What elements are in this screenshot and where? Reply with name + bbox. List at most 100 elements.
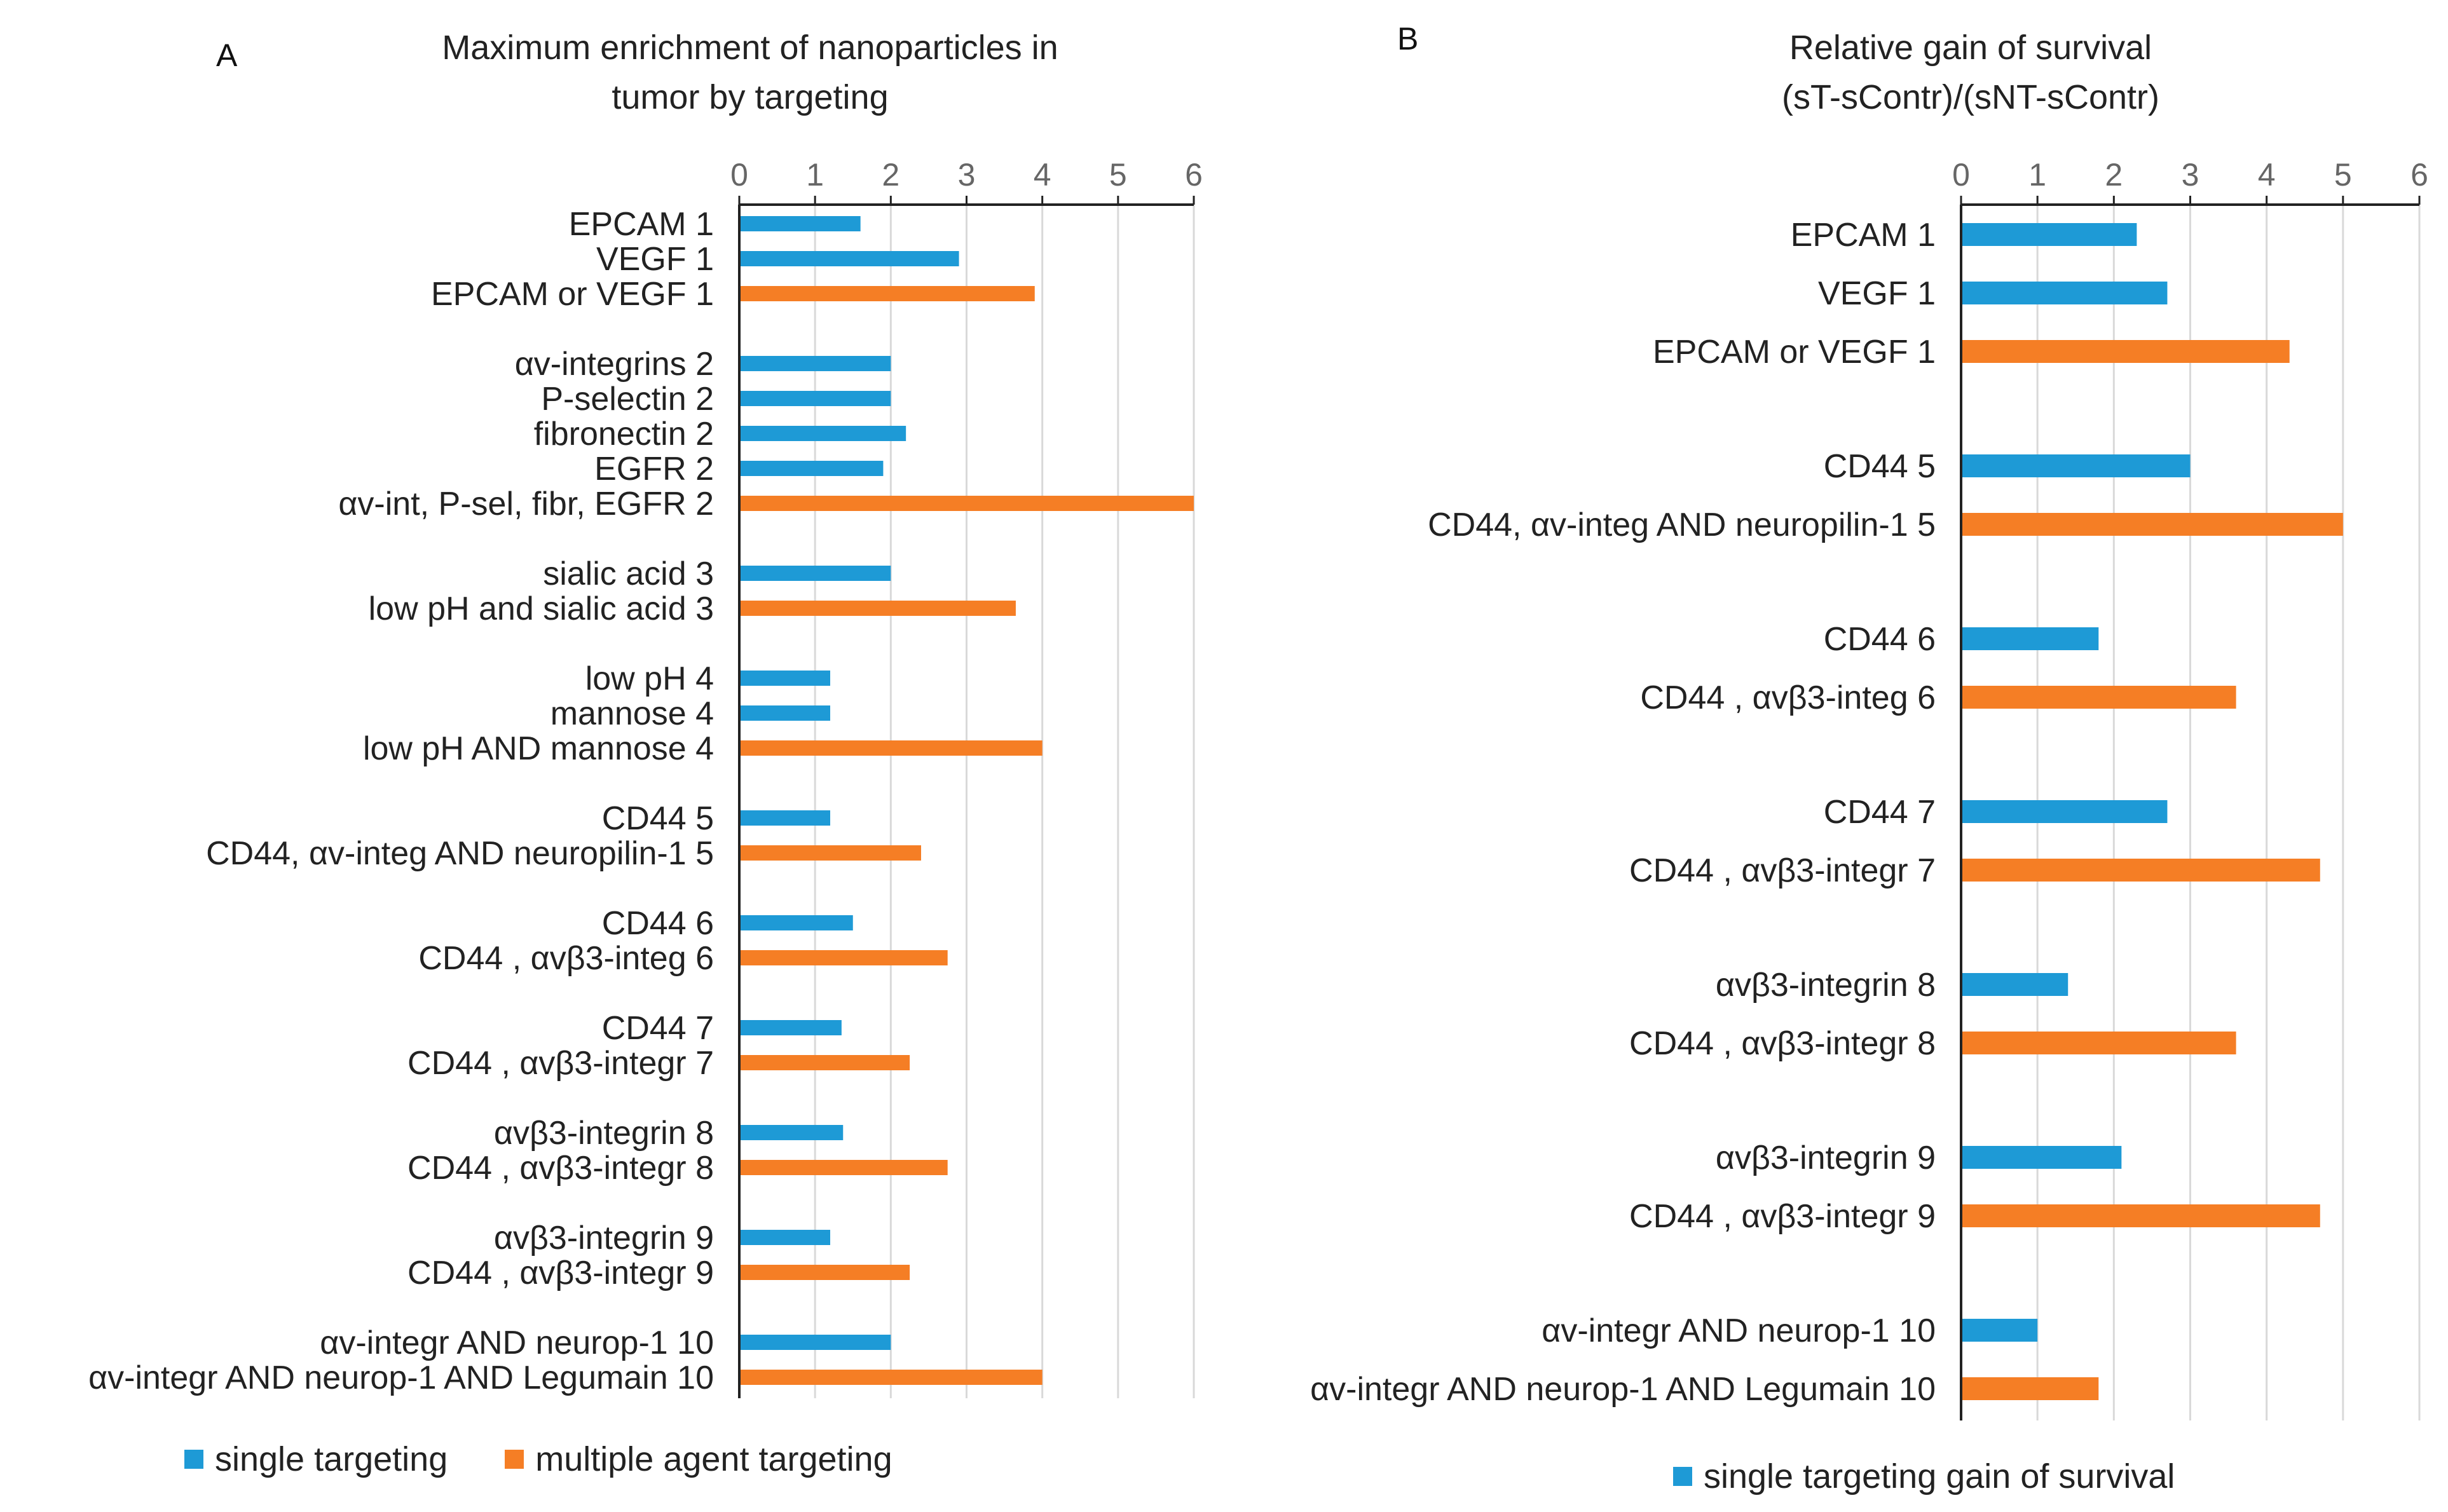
category-label: αvβ3-integrin 9 — [1716, 1140, 1936, 1176]
legend-label-single: single targeting — [215, 1440, 448, 1478]
bar-single — [741, 426, 906, 441]
category-label: CD44 , αvβ3-integr 7 — [1629, 852, 1936, 889]
bar-single — [1962, 1319, 2038, 1342]
category-label: αv-integr AND neurop-1 AND Legumain 10 — [88, 1359, 714, 1396]
bar-single — [741, 1125, 844, 1140]
panel-a: A Maximum enrichment of nanoparticles in… — [88, 23, 1203, 1479]
category-label: αvβ3-integrin 8 — [1716, 967, 1936, 1004]
bar-multiple — [741, 1265, 910, 1280]
category-label: CD44 , αvβ3-integ 6 — [418, 940, 714, 977]
category-label: CD44 7 — [602, 1010, 714, 1047]
bar-multiple — [1962, 340, 2290, 363]
category-label: P-selectin 2 — [541, 381, 714, 418]
category-label: CD44 6 — [1824, 621, 1936, 658]
x-tick-label: 3 — [2182, 157, 2199, 193]
category-label: CD44 , αvβ3-integ 6 — [1640, 679, 1936, 716]
x-tick-label: 0 — [1952, 157, 1970, 193]
bar-multiple — [741, 601, 1016, 616]
x-tick-label: 3 — [958, 157, 976, 193]
x-tick-label: 2 — [882, 157, 899, 193]
bar-single — [741, 461, 884, 476]
category-label: mannose 4 — [550, 695, 714, 732]
x-tick-label: 0 — [730, 157, 748, 193]
bar-multiple — [741, 286, 1035, 301]
bar-multiple — [1962, 686, 2236, 709]
bar-single — [741, 1020, 842, 1035]
category-label: VEGF 1 — [596, 241, 714, 278]
chart-b-legend: single targeting gain of survival — [1673, 1457, 2232, 1496]
bar-single — [1962, 223, 2137, 246]
legend-swatch-multiple — [505, 1450, 524, 1469]
legend-label-single-gain: single targeting gain of survival — [1704, 1457, 2175, 1495]
chart-b-plot: 0 1 2 3 4 5 6 EPCAM 1 VEGF 1 EPCAM or VEGF 1 CD44 … — [1310, 157, 2428, 1420]
bar-single — [741, 1335, 891, 1350]
category-label: CD44 , αvβ3-integr 8 — [1629, 1025, 1936, 1062]
bar-single — [741, 391, 891, 406]
bar-multiple — [1962, 513, 2343, 536]
category-label: CD44, αv-integ AND neuropilin-1 5 — [1428, 507, 1936, 543]
bar-single — [741, 915, 853, 930]
bar-multiple — [741, 496, 1194, 511]
category-label: CD44 , αvβ3-integr 8 — [407, 1150, 714, 1187]
bar-single — [1962, 282, 2168, 304]
category-label: CD44 , αvβ3-integr 9 — [407, 1255, 714, 1291]
category-label: αv-integrins 2 — [515, 346, 714, 383]
category-label: sialic acid 3 — [543, 555, 714, 592]
panel-b: B Relative gain of survival (sT-sContr)/… — [1227, 0, 2448, 1512]
category-label: αvβ3-integrin 8 — [494, 1115, 714, 1152]
bar-single — [741, 810, 830, 826]
chart-b-title: Relative gain of survival (sT-sContr)/(s… — [1653, 23, 2288, 122]
chart-a-title: Maximum enrichment of nanoparticles in t… — [305, 23, 1195, 122]
legend-item-multiple: multiple agent targeting — [505, 1440, 892, 1479]
chart-b-title-line-2: (sT-sContr)/(sNT-sContr) — [1782, 78, 2159, 116]
panel-letter-b: B — [1397, 21, 1419, 57]
chart-a-title-line-2: tumor by targeting — [612, 78, 889, 116]
category-label: αv-integr AND neurop-1 10 — [1542, 1312, 1936, 1349]
category-label: αv-integr AND neurop-1 10 — [320, 1325, 714, 1361]
category-label: VEGF 1 — [1818, 275, 1936, 312]
x-tick-label: 1 — [806, 157, 824, 193]
x-tick-label: 6 — [2410, 157, 2428, 193]
bar-single — [741, 671, 830, 686]
bar-single — [1962, 454, 2191, 477]
category-label: CD44 6 — [602, 905, 714, 942]
category-label: CD44 , αvβ3-integr 9 — [1629, 1198, 1936, 1235]
x-tick-label: 2 — [2105, 157, 2123, 193]
category-label: EPCAM 1 — [1791, 217, 1936, 254]
category-label: fibronectin 2 — [534, 416, 714, 453]
category-label: EPCAM or VEGF 1 — [1653, 334, 1936, 371]
category-label: low pH and sialic acid 3 — [369, 590, 714, 627]
bar-multiple — [741, 1160, 948, 1175]
chart-a-title-line-1: Maximum enrichment of nanoparticles in — [442, 29, 1058, 67]
category-label: αv-integr AND neurop-1 AND Legumain 10 — [1310, 1371, 1936, 1408]
x-tick-label: 4 — [1034, 157, 1051, 193]
bar-single — [1962, 1146, 2122, 1169]
category-label: αv-int, P-sel, fibr, EGFR 2 — [338, 486, 714, 522]
legend-swatch-single — [184, 1450, 203, 1469]
bar-single — [1962, 800, 2168, 823]
bar-multiple — [741, 950, 948, 965]
bar-multiple — [1962, 859, 2320, 882]
bar-single — [741, 566, 891, 581]
category-label: CD44 , αvβ3-integr 7 — [407, 1045, 714, 1082]
category-label: CD44 7 — [1824, 794, 1936, 831]
category-label: low pH 4 — [585, 660, 714, 697]
x-tick-label: 6 — [1185, 157, 1203, 193]
bar-single — [741, 356, 891, 371]
bar-single — [741, 705, 830, 721]
category-label: CD44 5 — [1824, 448, 1936, 485]
x-tick-label: 1 — [2028, 157, 2046, 193]
bar-single — [741, 1230, 830, 1245]
category-label: EPCAM 1 — [569, 206, 714, 243]
chart-b-title-line-1: Relative gain of survival — [1789, 29, 2152, 67]
x-tick-label: 4 — [2258, 157, 2276, 193]
legend-item-single-gain: single targeting gain of survival — [1673, 1457, 2175, 1496]
category-label: CD44 5 — [602, 800, 714, 837]
category-label: EGFR 2 — [594, 451, 714, 487]
bar-single — [741, 251, 959, 266]
bar-multiple — [1962, 1204, 2320, 1227]
chart-a-legend: single targeting multiple agent targetin… — [184, 1440, 950, 1479]
x-tick-label: 5 — [2334, 157, 2352, 193]
bar-multiple — [1962, 1032, 2236, 1054]
bar-single — [1962, 627, 2099, 650]
